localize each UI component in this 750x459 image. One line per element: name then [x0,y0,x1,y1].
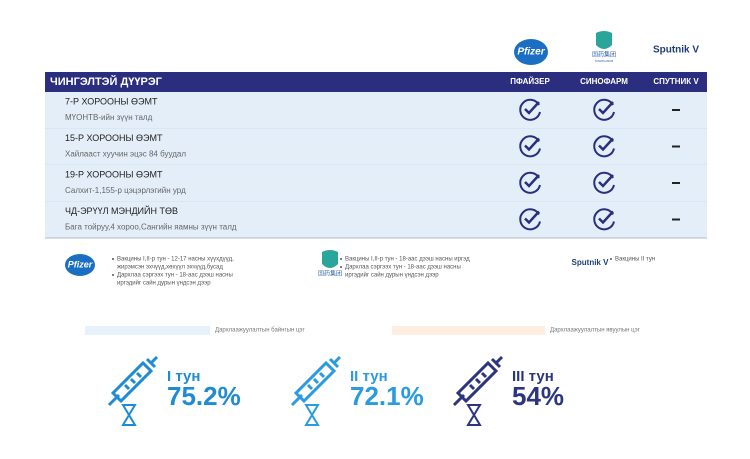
bullet [340,266,342,268]
table-header [45,72,707,92]
row-subtitle: Бага тойруу,4 хороо,Сангийн яамны зүүн т… [65,223,237,232]
dose-value: 72.1% [350,381,424,411]
table-row [45,92,707,129]
table-row [45,201,707,238]
check-mark [598,210,614,225]
check-mark [598,101,614,115]
syringe-body [452,355,504,407]
sinopharm-note-cn: 国药集团 [318,270,342,278]
note-text: иргэдийг сайн дурын үндсэн дээр [345,272,439,279]
dose-value: 54% [512,381,564,411]
sinopharm-en: SINOPHARM [595,59,614,63]
check-icon [519,135,541,158]
syringe-body [290,355,342,407]
check-icon [593,208,615,231]
table-row [45,165,707,202]
table-row [45,128,707,165]
bullet [112,258,114,260]
note-text: Дархлаа сэргээх тун - 18-аас дээш насны [345,265,461,271]
row-title: 7-Р ХОРООНЫ ӨЭМТ [65,96,158,106]
note-text: Вакцины I,II-р тун - 12-17 насны хүүхдүү… [117,257,234,263]
row-subtitle: Салхит-1,155-р цэцэрлэгийн урд [65,186,186,195]
pfizer-note-logo [65,254,95,276]
check-mark [524,137,540,152]
sputnik-note-logo: Sputnik V [572,258,610,267]
column-header: СИНОФАРМ [580,77,628,86]
hourglass [466,404,482,426]
pfizer-logo: Pfizer [517,47,545,58]
check-icon [593,98,615,121]
check-icon [519,171,541,194]
note-text: Вакцины II тун [615,257,655,263]
syringe-body [107,355,159,407]
syringe-icon [107,355,159,426]
check-icon [593,171,615,194]
dose-label: I тун [167,368,200,385]
check-icon [519,208,541,231]
bullet [340,258,342,260]
sinopharm-cn: 国药集团 [592,51,616,59]
pfizer-note-logo-text: Pfizer [68,259,93,269]
district: ЧИНГЭЛТЭЙ ДҮҮРЭГ [50,75,163,88]
row-subtitle: МҮОНТВ-ийн зүүн талд [65,113,153,122]
dose-label: III тун [512,368,554,385]
bullet [610,258,612,260]
note-text: Вакцины I,II-р тун - 18-аас дээш насны и… [345,257,470,263]
check-mark [524,174,540,188]
column-header: ПФАЙЗЕР [510,77,550,86]
hourglass [121,404,137,426]
syringe-icon [290,355,342,426]
legend-text: Дархлаажуулалтын байнгын цэг [215,327,305,334]
syringe-icon [452,355,504,426]
column-header: СПУТНИК V [653,77,699,86]
row-title: 19-Р ХОРООНЫ ӨЭМТ [65,169,163,179]
bullet [112,274,114,276]
row-title: ЧД-ЭРҮҮЛ МЭНДИЙН ТӨВ [65,205,178,216]
sinopharm-note-mark [322,250,338,268]
legend-swatch [392,326,545,335]
check-icon [593,135,615,158]
check-mark [598,137,614,152]
check-icon [519,98,541,121]
dose-value: 75.2% [167,381,241,411]
row-title: 15-Р ХОРООНЫ ӨЭМТ [65,133,163,143]
note-text: жирэмсэн эхчүүд,хөхүүл эхчүүд,бусад [117,265,223,271]
check-mark [524,101,540,115]
sputnik-logo: Sputnik V [653,45,699,56]
check-mark [598,174,614,188]
pfizer-logo-bg [514,39,548,65]
row-subtitle: Хайлааст хуучин эцэс 84 буудал [65,150,186,159]
dose-label: II тун [350,368,388,385]
note-text: иргэдийг сайн дурын үндсэн дээр [117,280,211,287]
check-mark [524,210,540,225]
legend-text: Дархлаажуулалтын явуулын цэг [550,328,641,334]
hourglass [304,404,320,426]
note-text: Дархлаа сэргээх тун - 18-аас дээш насны [117,273,233,279]
sinopharm-mark [596,31,612,49]
legend-swatch [85,326,210,335]
